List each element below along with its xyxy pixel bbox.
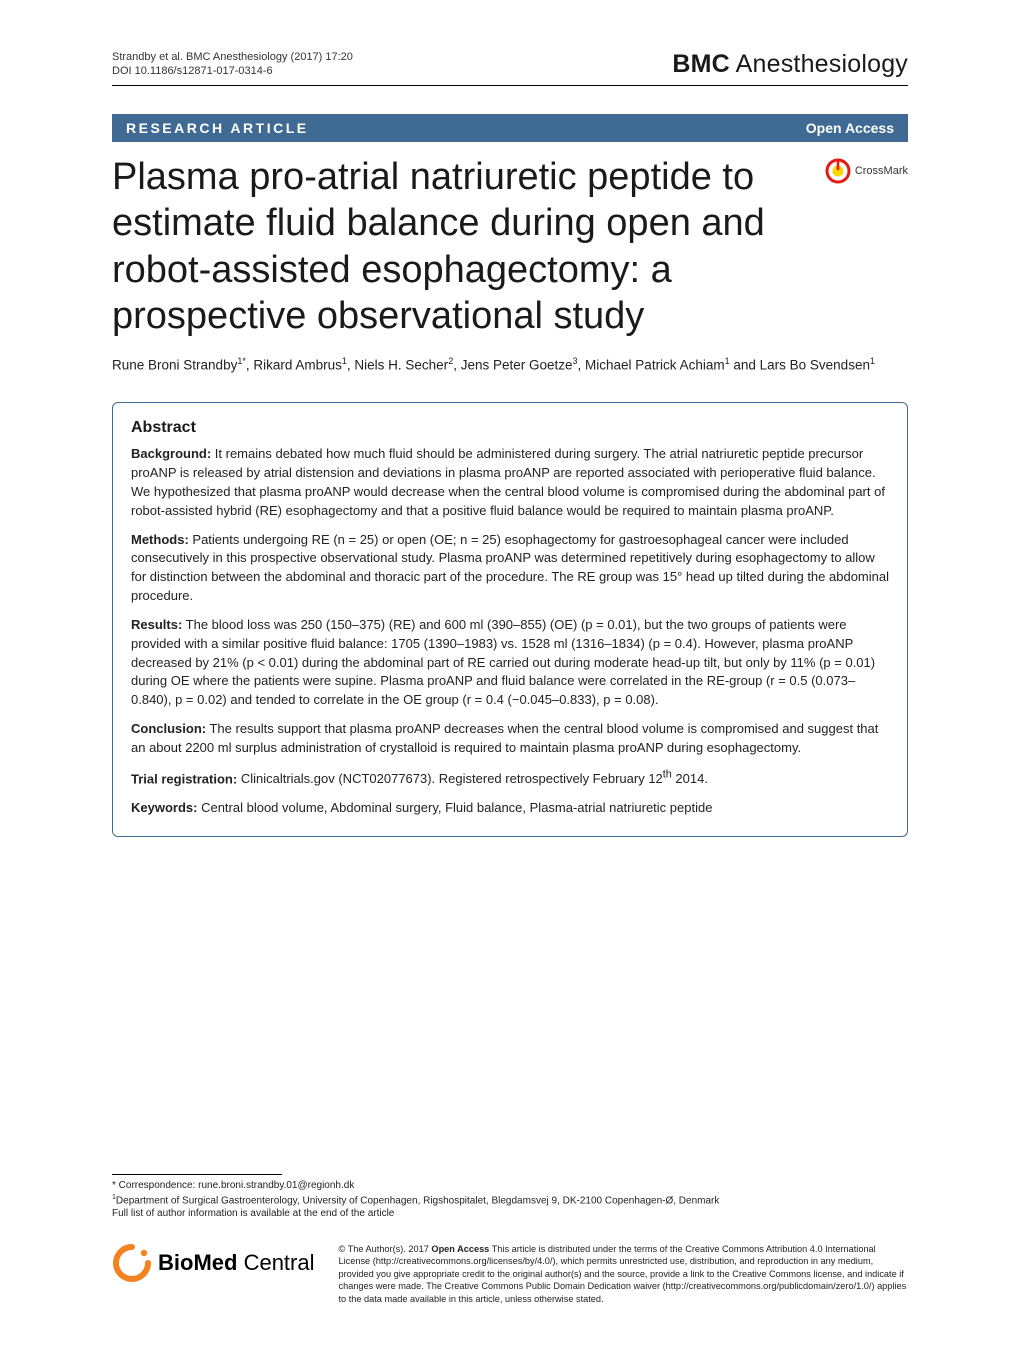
journal-brand-bold: BMC bbox=[672, 50, 730, 78]
abstract-methods-text: Patients undergoing RE (n = 25) or open … bbox=[131, 532, 889, 604]
crossmark-badge[interactable]: CrossMark bbox=[825, 158, 908, 184]
footnote-line-3: Full list of author information is avail… bbox=[112, 1207, 908, 1221]
article-type-label: RESEARCH ARTICLE bbox=[126, 120, 309, 136]
biomed-central-logo: BioMed Central bbox=[112, 1243, 315, 1283]
abstract-trial-label: Trial registration: bbox=[131, 771, 237, 786]
license-row: BioMed Central © The Author(s). 2017 Ope… bbox=[112, 1243, 908, 1305]
abstract-results-label: Results: bbox=[131, 617, 182, 632]
bmc-rest: Central bbox=[237, 1250, 314, 1275]
authors-line: Rune Broni Strandby1*, Rikard Ambrus1, N… bbox=[112, 355, 908, 376]
abstract-heading: Abstract bbox=[131, 419, 889, 437]
abstract-trial: Trial registration: Clinicaltrials.gov (… bbox=[131, 768, 889, 789]
article-title: Plasma pro-atrial natriuretic peptide to… bbox=[112, 154, 805, 339]
journal-brand-rest: Anesthesiology bbox=[730, 50, 908, 78]
abstract-conclusion-text: The results support that plasma proANP d… bbox=[131, 721, 878, 755]
license-text: © The Author(s). 2017 Open Access This a… bbox=[339, 1243, 909, 1305]
abstract-results: Results: The blood loss was 250 (150–375… bbox=[131, 616, 889, 710]
abstract-conclusion: Conclusion: The results support that pla… bbox=[131, 720, 889, 758]
biomed-central-text: BioMed Central bbox=[158, 1250, 315, 1276]
crossmark-label: CrossMark bbox=[855, 165, 908, 177]
abstract-background: Background: It remains debated how much … bbox=[131, 445, 889, 520]
footnote-line-1: * Correspondence: rune.broni.strandby.01… bbox=[112, 1179, 908, 1193]
journal-brand: BMC Anesthesiology bbox=[672, 50, 908, 79]
article-type-banner: RESEARCH ARTICLE Open Access bbox=[112, 114, 908, 142]
open-access-label: Open Access bbox=[806, 120, 894, 136]
abstract-methods-label: Methods: bbox=[131, 532, 189, 547]
bmc-bold: BioMed bbox=[158, 1250, 237, 1275]
citation-line-1: Strandby et al. BMC Anesthesiology (2017… bbox=[112, 50, 353, 64]
abstract-box: Abstract Background: It remains debated … bbox=[112, 402, 908, 837]
footer-block: * Correspondence: rune.broni.strandby.01… bbox=[112, 1174, 908, 1305]
crossmark-icon bbox=[825, 158, 851, 184]
abstract-background-label: Background: bbox=[131, 446, 211, 461]
citation: Strandby et al. BMC Anesthesiology (2017… bbox=[112, 50, 353, 79]
abstract-trial-text: Clinicaltrials.gov (NCT02077673). Regist… bbox=[237, 771, 708, 786]
abstract-keywords-label: Keywords: bbox=[131, 800, 197, 815]
biomed-central-icon bbox=[112, 1243, 152, 1283]
footnote-line-2: 1Department of Surgical Gastroenterology… bbox=[112, 1193, 908, 1208]
header-row: Strandby et al. BMC Anesthesiology (2017… bbox=[112, 50, 908, 79]
abstract-methods: Methods: Patients undergoing RE (n = 25)… bbox=[131, 531, 889, 606]
abstract-keywords-text: Central blood volume, Abdominal surgery,… bbox=[197, 800, 712, 815]
correspondence-footnote: * Correspondence: rune.broni.strandby.01… bbox=[112, 1179, 908, 1221]
citation-line-2: DOI 10.1186/s12871-017-0314-6 bbox=[112, 64, 353, 78]
abstract-results-text: The blood loss was 250 (150–375) (RE) an… bbox=[131, 617, 875, 707]
header-rule bbox=[112, 85, 908, 86]
abstract-keywords: Keywords: Central blood volume, Abdomina… bbox=[131, 799, 889, 818]
abstract-background-text: It remains debated how much fluid should… bbox=[131, 446, 885, 518]
abstract-conclusion-label: Conclusion: bbox=[131, 721, 206, 736]
footnote-rule bbox=[112, 1174, 282, 1175]
